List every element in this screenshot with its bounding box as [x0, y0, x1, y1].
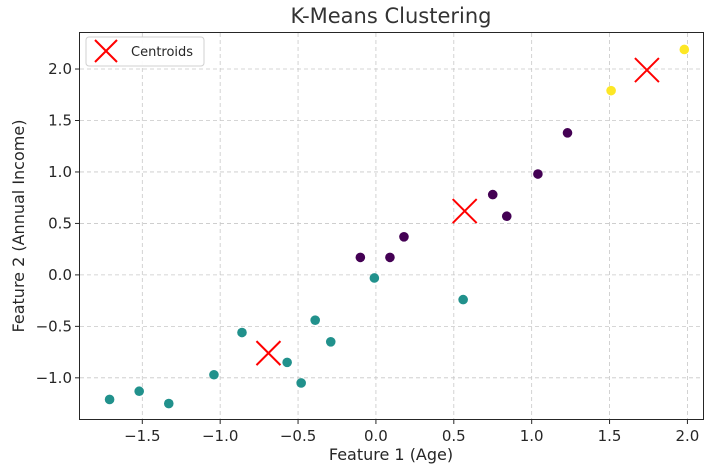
data-point-cluster-1: [458, 294, 468, 305]
data-point-cluster-2: [679, 44, 690, 55]
data-point-cluster-1: [163, 398, 174, 409]
x-tick-label: −1.0: [202, 427, 238, 445]
legend-label-centroids: Centroids: [131, 45, 193, 60]
legend-centroid-x: [94, 39, 118, 63]
data-point-cluster-0: [355, 252, 366, 263]
data-point-cluster-0: [501, 211, 512, 222]
x-tick-label: 0.0: [364, 427, 388, 445]
data-point-cluster-1: [134, 386, 144, 397]
centroid-marker: [451, 198, 478, 224]
x-tick-label: 2.0: [675, 427, 699, 445]
data-point-cluster-0: [533, 169, 543, 179]
data-point-cluster-1: [369, 273, 380, 283]
data-point-cluster-0: [385, 252, 395, 263]
centroid-markers: [255, 57, 660, 366]
data-points: [104, 44, 690, 409]
data-point-cluster-0: [399, 232, 409, 242]
x-tick-label: −0.5: [280, 427, 316, 445]
chart-title: K-Means Clustering: [291, 4, 492, 28]
data-point-cluster-1: [310, 315, 320, 325]
y-tick-label: −1.0: [36, 369, 72, 387]
data-point-cluster-1: [325, 337, 336, 347]
data-point-cluster-1: [282, 357, 292, 368]
plot-frame: [79, 32, 704, 420]
legend: Centroids: [85, 36, 205, 67]
data-point-cluster-0: [487, 189, 498, 200]
data-point-cluster-1: [296, 378, 306, 388]
centroid-marker: [634, 57, 660, 83]
y-tick-label: −0.5: [36, 317, 72, 335]
x-tick-label: 1.0: [520, 427, 544, 445]
x-tick-label: 1.5: [598, 427, 622, 445]
legend-centroid-marker: [94, 39, 118, 63]
legend-box: [85, 36, 205, 67]
data-point-cluster-1: [237, 327, 247, 338]
y-tick-label: 1.0: [48, 163, 72, 181]
grid: [80, 33, 703, 419]
data-point-cluster-2: [606, 85, 616, 96]
data-point-cluster-1: [104, 394, 115, 405]
data-point-cluster-1: [209, 369, 219, 380]
centroid-marker: [255, 340, 282, 366]
x-tick-label: 0.5: [442, 427, 466, 445]
x-axis-ticks: −1.5 −1.0 −0.5 0.0 0.5 1.0 1.5 2.0: [124, 419, 699, 445]
y-tick-label: 1.5: [48, 111, 72, 129]
y-tick-label: 2.0: [48, 60, 72, 78]
x-axis-label: Feature 1 (Age): [329, 445, 453, 464]
x-tick-label: −1.5: [124, 427, 160, 445]
y-tick-label: 0.5: [48, 214, 72, 232]
data-point-cluster-0: [562, 128, 573, 138]
y-tick-label: 0.0: [48, 266, 72, 284]
y-axis-ticks: −1.0 −0.5 0.0 0.5 1.0 1.5 2.0: [36, 60, 80, 387]
y-axis-label: Feature 2 (Annual Income): [9, 120, 28, 333]
